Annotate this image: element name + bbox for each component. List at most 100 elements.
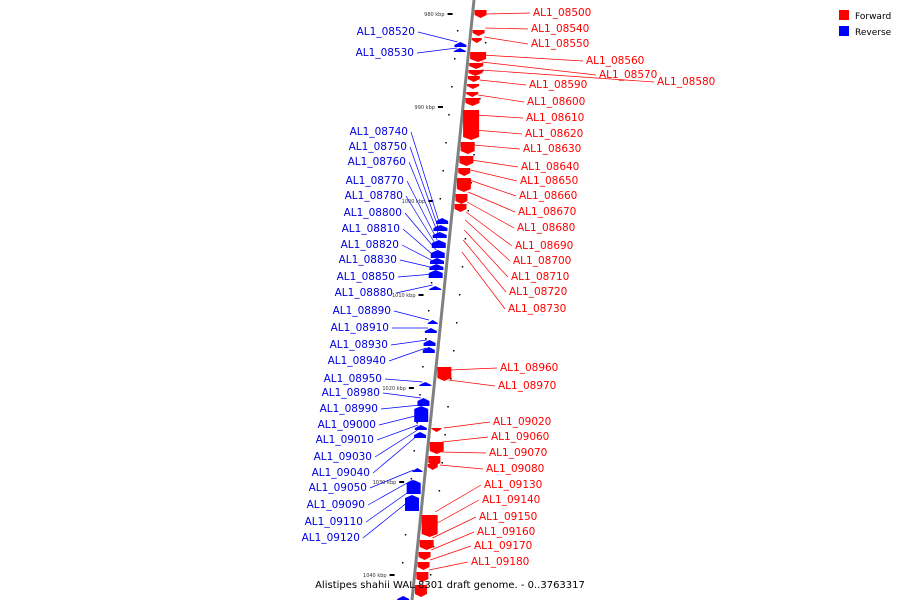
forward-gene-label[interactable]: AL1_08570 bbox=[599, 69, 657, 81]
reverse-gene-feature[interactable] bbox=[436, 218, 449, 224]
reverse-gene-label[interactable]: AL1_08830 bbox=[339, 254, 397, 266]
forward-gene-label[interactable]: AL1_08610 bbox=[526, 112, 584, 124]
forward-gene-label[interactable]: AL1_08560 bbox=[586, 55, 644, 67]
forward-gene-feature[interactable] bbox=[460, 142, 475, 154]
reverse-gene-feature[interactable] bbox=[397, 596, 410, 600]
forward-gene-label[interactable]: AL1_09130 bbox=[484, 479, 542, 491]
reverse-gene-label[interactable]: AL1_08760 bbox=[348, 156, 406, 168]
forward-gene-feature[interactable] bbox=[471, 38, 482, 43]
reverse-gene-label[interactable]: AL1_08800 bbox=[344, 207, 402, 219]
reverse-gene-label[interactable]: AL1_08910 bbox=[331, 322, 389, 334]
reverse-gene-label[interactable]: AL1_08850 bbox=[337, 271, 395, 283]
forward-gene-label[interactable]: AL1_08590 bbox=[529, 79, 587, 91]
reverse-gene-feature[interactable] bbox=[430, 250, 445, 258]
reverse-gene-label[interactable]: AL1_09040 bbox=[312, 467, 370, 479]
forward-gene-label[interactable]: AL1_09180 bbox=[471, 556, 529, 568]
reverse-gene-label[interactable]: AL1_08780 bbox=[345, 190, 403, 202]
forward-gene-feature[interactable] bbox=[463, 110, 480, 140]
forward-gene-feature[interactable] bbox=[468, 70, 483, 76]
reverse-gene-label[interactable]: AL1_08990 bbox=[320, 403, 378, 415]
forward-gene-feature[interactable] bbox=[429, 442, 444, 454]
forward-gene-label[interactable]: AL1_08970 bbox=[498, 380, 556, 392]
forward-gene-feature[interactable] bbox=[467, 76, 480, 82]
forward-gene-label[interactable]: AL1_09060 bbox=[491, 431, 549, 443]
reverse-gene-feature[interactable] bbox=[432, 232, 447, 238]
forward-gene-feature[interactable] bbox=[437, 367, 452, 381]
reverse-gene-feature[interactable] bbox=[424, 328, 437, 333]
forward-gene-label[interactable]: AL1_08720 bbox=[509, 286, 567, 298]
reverse-gene-label[interactable]: AL1_08770 bbox=[346, 175, 404, 187]
forward-gene-label[interactable]: AL1_09080 bbox=[486, 463, 544, 475]
forward-gene-feature[interactable] bbox=[418, 552, 431, 560]
reverse-gene-label[interactable]: AL1_08930 bbox=[330, 339, 388, 351]
forward-gene-feature[interactable] bbox=[414, 585, 427, 597]
reverse-gene-feature[interactable] bbox=[429, 264, 444, 270]
reverse-gene-feature[interactable] bbox=[427, 320, 438, 324]
forward-gene-label[interactable]: AL1_08700 bbox=[513, 255, 571, 267]
forward-gene-label[interactable]: AL1_09150 bbox=[479, 511, 537, 523]
forward-gene-label[interactable]: AL1_08710 bbox=[511, 271, 569, 283]
reverse-gene-feature[interactable] bbox=[422, 347, 435, 353]
reverse-gene-feature[interactable] bbox=[453, 48, 466, 52]
forward-gene-feature[interactable] bbox=[417, 562, 430, 570]
reverse-gene-feature[interactable] bbox=[429, 286, 442, 290]
forward-gene-feature[interactable] bbox=[454, 204, 467, 212]
forward-gene-label[interactable]: AL1_08630 bbox=[523, 143, 581, 155]
reverse-gene-feature[interactable] bbox=[412, 468, 423, 472]
forward-gene-feature[interactable] bbox=[472, 30, 485, 36]
reverse-gene-feature[interactable] bbox=[430, 258, 445, 264]
forward-gene-label[interactable]: AL1_08550 bbox=[531, 38, 589, 50]
forward-gene-label[interactable]: AL1_08600 bbox=[527, 96, 585, 108]
reverse-gene-label[interactable]: AL1_08530 bbox=[356, 47, 414, 59]
forward-gene-feature[interactable] bbox=[431, 428, 442, 432]
forward-gene-feature[interactable] bbox=[465, 98, 480, 106]
reverse-gene-label[interactable]: AL1_08810 bbox=[342, 223, 400, 235]
forward-gene-label[interactable]: AL1_08690 bbox=[515, 240, 573, 252]
reverse-gene-feature[interactable] bbox=[414, 432, 427, 438]
reverse-gene-label[interactable]: AL1_08750 bbox=[349, 141, 407, 153]
reverse-gene-label[interactable]: AL1_09110 bbox=[305, 516, 363, 528]
reverse-gene-feature[interactable] bbox=[433, 225, 448, 231]
forward-gene-feature[interactable] bbox=[469, 63, 484, 69]
reverse-gene-label[interactable]: AL1_08890 bbox=[333, 305, 391, 317]
forward-gene-label[interactable]: AL1_08650 bbox=[520, 175, 578, 187]
reverse-gene-label[interactable]: AL1_09010 bbox=[316, 434, 374, 446]
reverse-gene-label[interactable]: AL1_09000 bbox=[318, 419, 376, 431]
reverse-gene-feature[interactable] bbox=[419, 382, 432, 386]
forward-gene-feature[interactable] bbox=[416, 572, 429, 582]
reverse-gene-label[interactable]: AL1_08940 bbox=[328, 355, 386, 367]
forward-gene-label[interactable]: AL1_08500 bbox=[533, 7, 591, 19]
forward-gene-feature[interactable] bbox=[427, 464, 438, 470]
reverse-gene-label[interactable]: AL1_08880 bbox=[335, 287, 393, 299]
reverse-gene-feature[interactable] bbox=[405, 495, 420, 511]
forward-gene-feature[interactable] bbox=[421, 515, 438, 537]
forward-gene-label[interactable]: AL1_08960 bbox=[500, 362, 558, 374]
reverse-gene-feature[interactable] bbox=[428, 270, 443, 278]
forward-gene-feature[interactable] bbox=[419, 540, 434, 550]
forward-gene-feature[interactable] bbox=[455, 194, 468, 204]
forward-gene-feature[interactable] bbox=[458, 168, 471, 176]
reverse-gene-label[interactable]: AL1_08980 bbox=[322, 387, 380, 399]
forward-gene-label[interactable]: AL1_08660 bbox=[519, 190, 577, 202]
reverse-gene-label[interactable]: AL1_09090 bbox=[307, 499, 365, 511]
reverse-gene-feature[interactable] bbox=[431, 240, 446, 248]
forward-gene-label[interactable]: AL1_09160 bbox=[477, 526, 535, 538]
reverse-gene-label[interactable]: AL1_08740 bbox=[350, 126, 408, 138]
reverse-gene-feature[interactable] bbox=[417, 398, 430, 406]
forward-gene-label[interactable]: AL1_09020 bbox=[493, 416, 551, 428]
forward-gene-label[interactable]: AL1_09170 bbox=[474, 540, 532, 552]
reverse-gene-label[interactable]: AL1_08950 bbox=[324, 373, 382, 385]
forward-gene-feature[interactable] bbox=[456, 178, 471, 192]
forward-gene-label[interactable]: AL1_08730 bbox=[508, 303, 566, 315]
reverse-gene-label[interactable]: AL1_08820 bbox=[341, 239, 399, 251]
reverse-gene-feature[interactable] bbox=[423, 340, 436, 346]
forward-gene-label[interactable]: AL1_08580 bbox=[657, 76, 715, 88]
reverse-gene-feature[interactable] bbox=[414, 425, 427, 430]
forward-gene-feature[interactable] bbox=[466, 92, 479, 97]
reverse-gene-feature[interactable] bbox=[454, 42, 467, 47]
reverse-gene-feature[interactable] bbox=[414, 406, 429, 422]
forward-gene-feature[interactable] bbox=[428, 456, 441, 466]
forward-gene-feature[interactable] bbox=[474, 10, 487, 18]
forward-gene-label[interactable]: AL1_08640 bbox=[521, 161, 579, 173]
reverse-gene-label[interactable]: AL1_09030 bbox=[314, 451, 372, 463]
